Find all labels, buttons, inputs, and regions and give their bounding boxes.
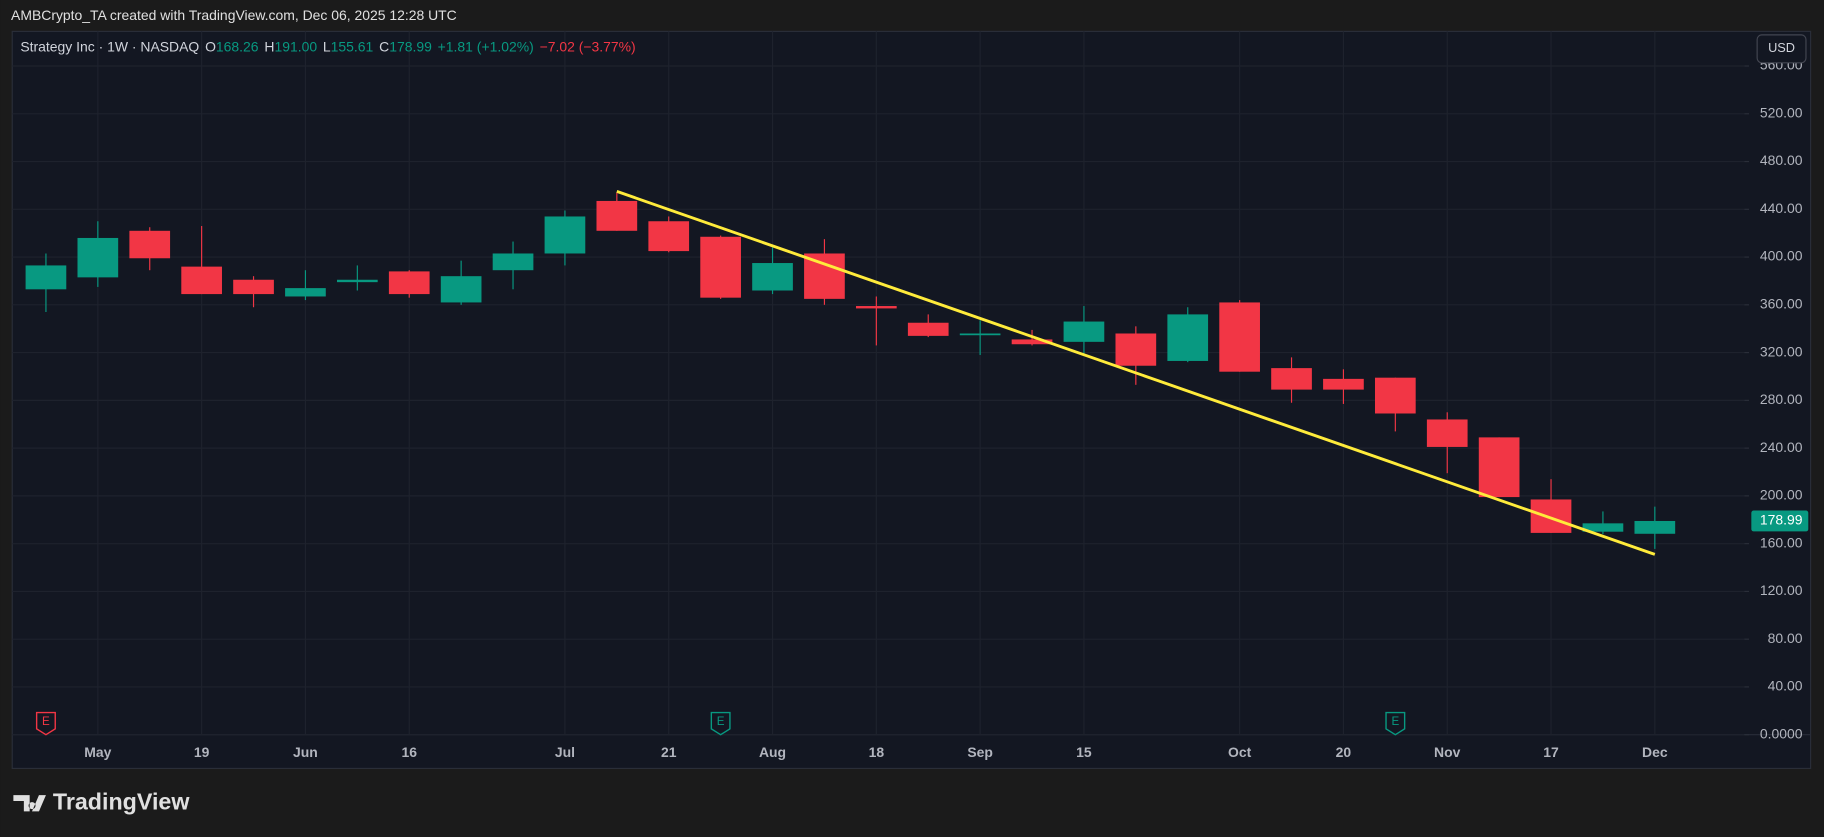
candle-body [388, 271, 430, 295]
candle-body [1115, 333, 1157, 366]
candle-body [700, 236, 741, 298]
trendline [616, 190, 1656, 556]
caption: AMBCrypto_TA created with TradingView.co… [11, 7, 457, 23]
y-tick-label: 480.00 [1760, 152, 1803, 168]
y-tick-label: 0.0000 [1760, 725, 1803, 741]
last-price-tag [1751, 510, 1809, 532]
y-tick-label: 400.00 [1760, 248, 1803, 264]
x-tick-label: 20 [1336, 744, 1352, 760]
y-tick-label: 280.00 [1760, 391, 1803, 407]
candle-body [1374, 377, 1416, 414]
legend-key: H [264, 38, 274, 54]
candle-body [1167, 314, 1209, 361]
y-tick-label: 160.00 [1760, 534, 1803, 550]
candle-body [285, 288, 326, 297]
candle-body [77, 237, 119, 278]
candle-body [959, 333, 1001, 336]
x-tick-label: 16 [401, 744, 417, 760]
legend: Strategy Inc · 1W · NASDAQ O168.26 H191.00… [20, 38, 635, 54]
candle-body [1426, 419, 1468, 447]
x-tick-label: Sep [967, 744, 993, 760]
candle-body [1011, 339, 1053, 345]
brand-logo: TradingView [13, 788, 190, 814]
candle-body [1063, 321, 1105, 342]
y-tick-label: 200.00 [1760, 487, 1803, 503]
legend-key: C [379, 38, 389, 54]
candle-body [1634, 520, 1676, 534]
candle-body [1219, 302, 1260, 372]
candle-body [804, 253, 845, 299]
x-tick-label: Nov [1434, 744, 1461, 760]
currency-label[interactable]: USD [1768, 40, 1795, 55]
legend-line: Strategy Inc · 1W · NASDAQ O168.26 H191.00… [20, 38, 635, 54]
legend-value: 191.00 [274, 38, 317, 54]
candle-body [492, 253, 534, 271]
x-tick-label: Jul [555, 744, 575, 760]
x-tick-label: 18 [869, 744, 885, 760]
candle-body [596, 200, 638, 231]
currency-button[interactable] [1756, 34, 1807, 64]
candle-body [1323, 378, 1364, 390]
x-tick-label: Dec [1642, 744, 1668, 760]
legend-change: +1.81 (+1.02%) [438, 38, 534, 54]
y-tick-label: 440.00 [1760, 200, 1803, 216]
candle-body [233, 279, 274, 295]
candle-body [907, 322, 949, 336]
x-tick-label: 19 [194, 744, 210, 760]
y-tick-label: 40.00 [1768, 678, 1803, 694]
y-tick-label: 520.00 [1760, 104, 1803, 120]
grid: 0.0000 40.00 80.00 120.00 160.00 200.00 240.00… [12, 31, 1803, 760]
y-tick-label: 80.00 [1768, 630, 1803, 646]
x-tick-label: Oct [1228, 744, 1252, 760]
candle-body [855, 306, 897, 309]
candle-body [181, 266, 222, 295]
y-tick-label: 360.00 [1760, 296, 1803, 312]
x-tick-label: 15 [1076, 744, 1092, 760]
marks: E E E 178.99 [25, 190, 1809, 736]
earnings-label: E [42, 715, 50, 728]
candle-body [1582, 523, 1624, 532]
earnings-badge [710, 711, 731, 736]
legend-value: 178.99 [389, 38, 432, 54]
candle-body [648, 221, 690, 252]
earnings-badge [1385, 711, 1406, 736]
candle-body [544, 216, 586, 254]
candle-body [129, 230, 171, 259]
legend-key: L [323, 38, 331, 54]
y-tick-label: 120.00 [1760, 582, 1803, 598]
x-tick-label: May [84, 744, 111, 760]
legend-change: −7.02 (−3.77%) [540, 38, 636, 54]
y-tick-label: 240.00 [1760, 439, 1803, 455]
legend-key: O [205, 38, 216, 54]
candle-body [752, 263, 793, 291]
x-tick-label: Aug [759, 744, 786, 760]
legend-value: 155.61 [331, 38, 374, 54]
earnings-badge [35, 711, 56, 736]
x-tick-label: 17 [1543, 744, 1559, 760]
x-tick-label: Jun [293, 744, 318, 760]
candle-body [1271, 368, 1312, 390]
candle-body [336, 279, 378, 283]
legend-value: 168.26 [216, 38, 259, 54]
legend-title: Strategy Inc · 1W · NASDAQ [20, 38, 199, 54]
y-tick-label: 320.00 [1760, 343, 1803, 359]
candle-body [440, 276, 482, 303]
candle-body [25, 265, 67, 290]
candle-body [1478, 437, 1520, 498]
candle-body [1530, 499, 1572, 533]
brand: TradingView [53, 788, 190, 814]
last-price-label: 178.99 [1760, 512, 1803, 528]
x-tick-label: 21 [661, 744, 677, 760]
earnings-label: E [717, 715, 725, 728]
earnings-label: E [1391, 715, 1399, 728]
